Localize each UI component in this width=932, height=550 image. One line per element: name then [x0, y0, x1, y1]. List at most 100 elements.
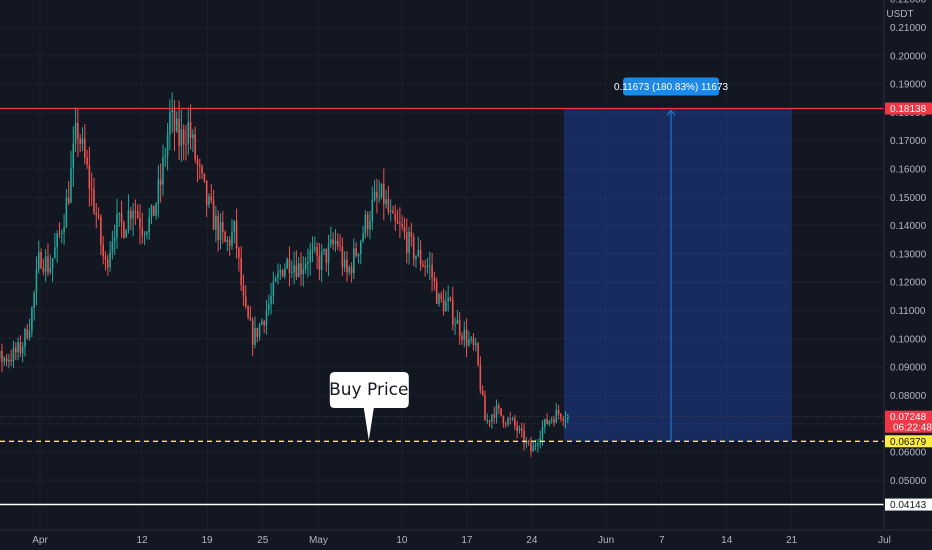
candle-body: [451, 299, 454, 325]
candle-body: [279, 269, 282, 273]
candle-body: [118, 212, 121, 215]
candle-body: [42, 268, 45, 272]
callout-bubble[interactable]: [329, 372, 409, 441]
candle: [42, 258, 45, 276]
candle: [194, 126, 196, 164]
candle: [366, 211, 369, 237]
candle-body: [152, 205, 155, 216]
candle-body: [389, 210, 392, 212]
candle-body: [461, 335, 463, 340]
candle-body: [481, 390, 484, 396]
candle-body: [106, 259, 109, 268]
candle-body: [477, 343, 479, 365]
candle: [343, 251, 346, 273]
candle: [28, 318, 31, 341]
candle-body: [274, 277, 277, 282]
candle: [175, 111, 178, 133]
candle: [530, 436, 532, 457]
candle-body: [240, 257, 242, 286]
candle-body: [357, 253, 360, 256]
candle-body: [164, 155, 167, 158]
candle: [518, 425, 521, 434]
candle-body: [148, 217, 150, 232]
candle: [562, 415, 564, 427]
candle-body: [534, 445, 537, 447]
candle: [281, 269, 284, 278]
candle-body: [334, 240, 337, 244]
candle-body: [19, 342, 22, 354]
candle-body: [332, 239, 334, 244]
candle: [438, 292, 440, 307]
candle-body: [72, 143, 75, 168]
candle-body: [350, 267, 353, 274]
candle: [127, 194, 130, 234]
candle: [311, 236, 314, 262]
candle-body: [196, 159, 199, 165]
candle: [12, 340, 15, 369]
candle: [470, 335, 472, 344]
price-tick-label: 0.16000: [890, 165, 927, 176]
candle: [359, 239, 362, 265]
candle: [560, 412, 562, 422]
candle: [284, 263, 286, 280]
time-tick-label: 14: [721, 535, 733, 546]
candle: [226, 236, 229, 251]
candle-body: [302, 269, 305, 275]
candle: [500, 408, 502, 417]
candle: [509, 411, 512, 425]
time-axis[interactable]: Apr 12 19 25 May 10 17 24 Jun 7 14 21 Jul: [32, 535, 891, 546]
candle: [449, 296, 452, 302]
candle: [79, 133, 81, 153]
candle-body: [221, 222, 224, 232]
candle-body: [537, 443, 539, 446]
candle-body: [81, 138, 84, 144]
candle-body: [162, 157, 164, 185]
candle-body: [468, 339, 470, 346]
time-tick-label: 24: [526, 535, 538, 546]
candle-body: [100, 216, 102, 245]
candle: [307, 248, 309, 278]
candle-body: [447, 297, 449, 302]
candle: [47, 243, 49, 277]
candle-body: [378, 197, 380, 199]
price-tick-label: 0.11000: [890, 306, 926, 317]
candle: [387, 185, 390, 215]
candle-body: [104, 256, 107, 260]
target-zone-box[interactable]: [563, 108, 792, 442]
candle-body: [348, 267, 351, 273]
candle-body: [47, 256, 49, 273]
candle-body: [366, 214, 369, 230]
candle-body: [532, 446, 535, 452]
candle-body: [405, 232, 408, 253]
candle-body: [458, 319, 461, 336]
candle: [178, 100, 180, 161]
candle-body: [525, 441, 528, 444]
candle-body: [192, 134, 194, 139]
candle: [169, 99, 171, 151]
candle: [516, 421, 518, 438]
candle-body: [369, 221, 371, 230]
candle: [288, 246, 291, 287]
candle-body: [419, 249, 422, 265]
candle: [244, 285, 247, 310]
candle: [166, 123, 169, 171]
candle: [97, 207, 100, 220]
candle: [35, 256, 38, 306]
candle: [31, 306, 33, 338]
candle-body: [97, 215, 100, 217]
candle: [242, 274, 245, 307]
candle-body: [277, 272, 279, 278]
candle-body: [139, 217, 141, 229]
price-tick-label: 0.22000: [890, 0, 927, 6]
buy-price-callout: Buy Price: [329, 372, 409, 441]
candle-body: [166, 134, 169, 156]
candle: [256, 327, 259, 343]
candle: [111, 230, 114, 260]
candle: [546, 413, 548, 425]
candle-body: [304, 263, 307, 270]
candle: [491, 413, 493, 429]
candle: [309, 242, 311, 276]
candle: [401, 215, 403, 231]
